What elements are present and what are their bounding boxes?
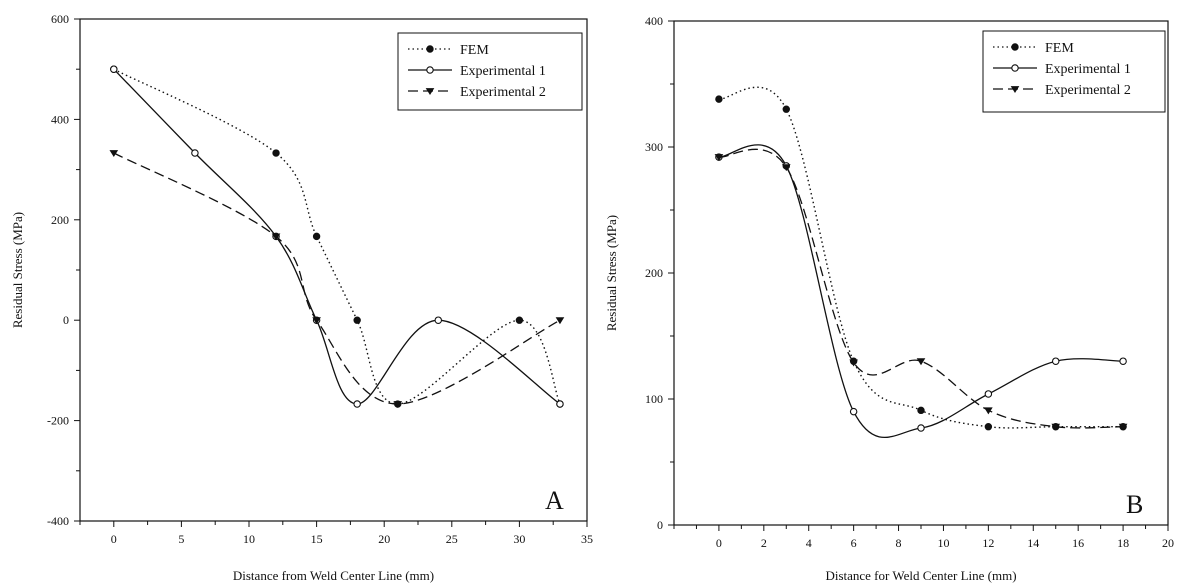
x-tick-label: 20 <box>1162 536 1174 550</box>
legend: FEM Experimental 1 Experimental 2 <box>982 30 1166 113</box>
data-point <box>984 407 993 415</box>
data-point <box>353 400 361 408</box>
legend-marker <box>1011 64 1019 72</box>
y-tick-label: -400 <box>47 514 69 528</box>
data-point <box>781 164 791 172</box>
legend-marker <box>1011 43 1019 51</box>
panel-label: B <box>1126 490 1143 519</box>
legend-marker <box>426 66 434 74</box>
legend-marker <box>425 88 435 95</box>
x-tick-label: 10 <box>243 532 255 546</box>
x-tick-label: 6 <box>851 536 857 550</box>
data-point <box>272 149 280 157</box>
x-axis-title: Distance for Weld Center Line (mm) <box>825 568 1016 583</box>
x-tick-label: 20 <box>378 532 390 546</box>
data-point <box>393 401 403 409</box>
legend-label: Experimental 1 <box>460 64 546 79</box>
legend-label: Experimental 2 <box>1045 83 1131 98</box>
data-point <box>312 317 321 325</box>
y-tick-label: 0 <box>63 313 69 327</box>
x-tick-label: 15 <box>311 532 323 546</box>
legend-label: FEM <box>1045 41 1074 56</box>
data-point <box>849 407 858 416</box>
panel-label: A <box>545 486 564 515</box>
data-point <box>1119 357 1127 365</box>
y-tick-label: 200 <box>51 213 69 227</box>
x-tick-label: 25 <box>446 532 458 546</box>
data-point <box>353 316 361 324</box>
data-point <box>782 105 790 113</box>
x-tick-label: 2 <box>761 536 767 550</box>
data-point <box>715 95 723 103</box>
legend-label: FEM <box>460 43 489 58</box>
legend-label: Experimental 1 <box>1045 62 1131 77</box>
y-tick-label: -200 <box>47 414 69 428</box>
y-tick-label: 400 <box>51 112 69 126</box>
data-point <box>312 232 321 241</box>
data-point <box>1051 357 1060 365</box>
y-tick-label: 600 <box>51 12 69 26</box>
data-point <box>1051 423 1061 431</box>
y-tick-label: 400 <box>645 14 663 28</box>
x-tick-label: 18 <box>1117 536 1129 550</box>
x-tick-label: 16 <box>1072 536 1084 550</box>
data-point <box>917 424 925 432</box>
series-line-experimental-1 <box>718 144 1124 439</box>
data-point <box>714 154 724 162</box>
x-tick-label: 0 <box>716 536 722 550</box>
data-point <box>434 316 443 324</box>
x-tick-label: 30 <box>513 532 525 546</box>
x-tick-label: 8 <box>896 536 902 550</box>
data-point <box>984 423 993 431</box>
y-tick-label: 300 <box>645 140 663 154</box>
series-line-experimental-2 <box>718 148 1124 429</box>
x-tick-label: 4 <box>806 536 812 550</box>
data-point <box>109 150 119 158</box>
data-point <box>849 359 858 367</box>
data-point <box>1118 423 1128 431</box>
x-tick-label: 0 <box>111 532 117 546</box>
data-point <box>984 390 993 398</box>
x-tick-label: 10 <box>937 536 949 550</box>
y-axis-title: Residual Stress (MPa) <box>604 215 619 331</box>
x-axis-title: Distance from Weld Center Line (mm) <box>233 568 434 583</box>
y-tick-label: 200 <box>645 266 663 280</box>
y-tick-label: 100 <box>645 392 663 406</box>
data-point <box>555 317 565 325</box>
legend-marker <box>426 45 434 53</box>
x-tick-label: 5 <box>178 532 184 546</box>
data-point <box>556 400 564 408</box>
data-point <box>271 233 281 241</box>
data-point <box>917 406 925 415</box>
data-point <box>515 316 524 324</box>
legend-marker <box>1010 86 1020 93</box>
legend: FEM Experimental 1 Experimental 2 <box>397 32 583 111</box>
legend-label: Experimental 2 <box>460 85 546 100</box>
data-point <box>191 149 199 157</box>
x-tick-label: 14 <box>1027 536 1039 550</box>
chart-panel-a: 0 5 10 15 20 25 30 35 -400 -200 0 200 400 600 Distance… <box>10 12 593 583</box>
x-tick-label: 35 <box>581 532 593 546</box>
data-point <box>110 65 118 73</box>
series-line-fem <box>718 86 1124 429</box>
data-point <box>916 358 926 366</box>
y-tick-label: 0 <box>657 518 663 532</box>
x-tick-label: 12 <box>982 536 994 550</box>
y-axis-title: Residual Stress (MPa) <box>10 212 25 328</box>
